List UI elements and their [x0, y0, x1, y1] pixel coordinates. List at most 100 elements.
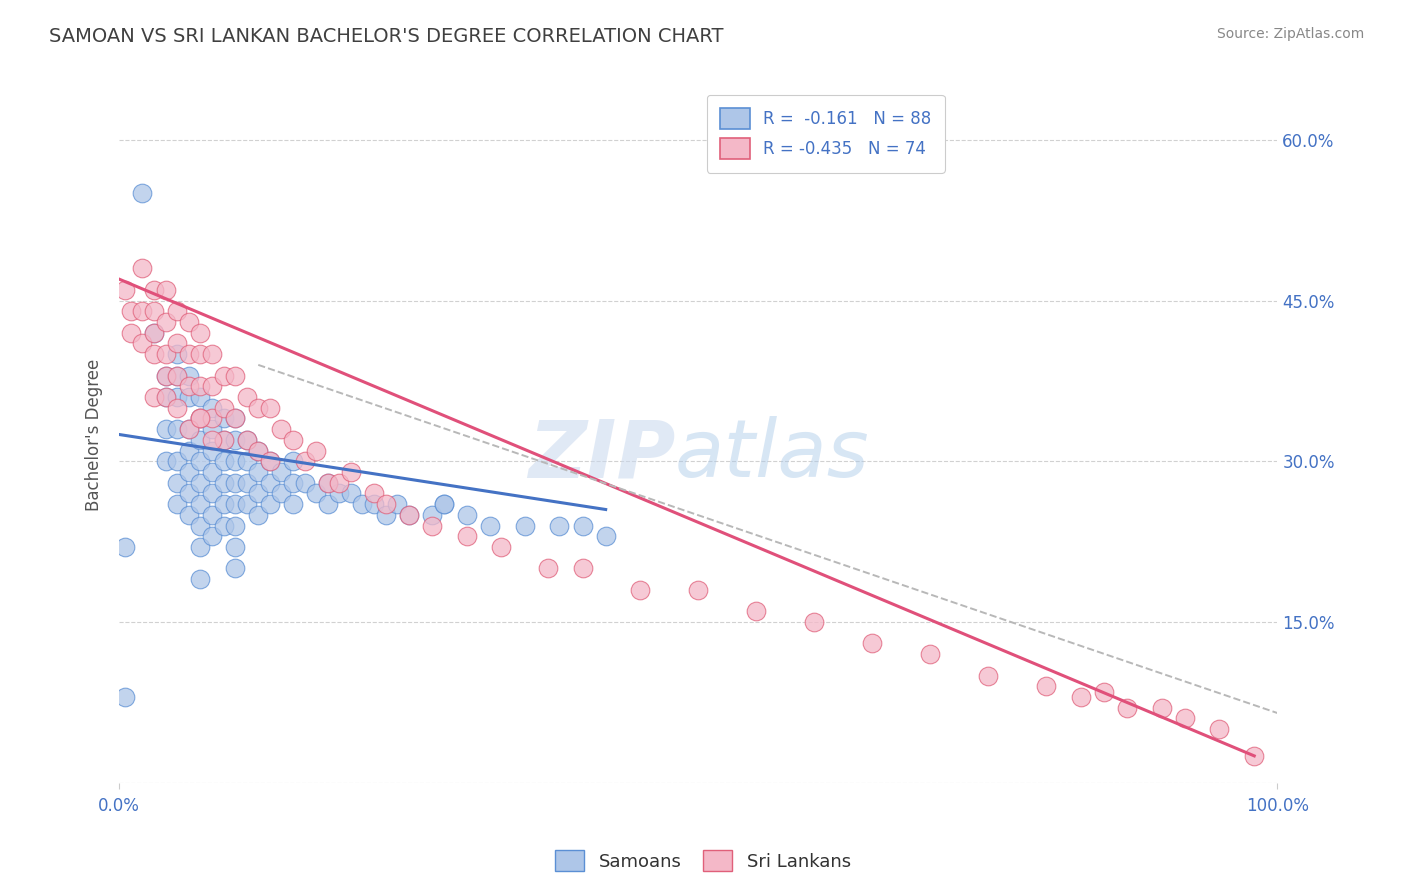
Point — [155, 390, 177, 404]
Point — [1150, 700, 1173, 714]
Point — [155, 368, 177, 383]
Point — [120, 326, 142, 340]
Point — [235, 497, 257, 511]
Point — [224, 497, 246, 511]
Point — [374, 508, 396, 522]
Point — [177, 422, 200, 436]
Point — [352, 497, 374, 511]
Point — [595, 529, 617, 543]
Point — [188, 433, 211, 447]
Point — [456, 508, 478, 522]
Point — [155, 315, 177, 329]
Point — [212, 497, 235, 511]
Point — [188, 475, 211, 490]
Point — [166, 454, 188, 468]
Text: SAMOAN VS SRI LANKAN BACHELOR'S DEGREE CORRELATION CHART: SAMOAN VS SRI LANKAN BACHELOR'S DEGREE C… — [49, 27, 724, 45]
Point — [188, 497, 211, 511]
Point — [316, 497, 339, 511]
Point — [131, 186, 153, 201]
Point — [259, 454, 281, 468]
Point — [166, 368, 188, 383]
Point — [977, 668, 1000, 682]
Point — [387, 497, 409, 511]
Point — [247, 465, 270, 479]
Point — [224, 368, 246, 383]
Point — [270, 486, 292, 500]
Point — [247, 508, 270, 522]
Point — [363, 486, 385, 500]
Point — [188, 411, 211, 425]
Point — [259, 475, 281, 490]
Point — [235, 390, 257, 404]
Point — [328, 475, 350, 490]
Point — [188, 572, 211, 586]
Point — [1174, 711, 1197, 725]
Point — [166, 390, 188, 404]
Point — [1035, 679, 1057, 693]
Point — [143, 283, 166, 297]
Point — [177, 379, 200, 393]
Point — [177, 465, 200, 479]
Point — [177, 508, 200, 522]
Point — [224, 561, 246, 575]
Point — [177, 422, 200, 436]
Point — [235, 454, 257, 468]
Legend: R =  -0.161   N = 88, R = -0.435   N = 74: R = -0.161 N = 88, R = -0.435 N = 74 — [707, 95, 945, 172]
Point — [114, 283, 136, 297]
Point — [212, 433, 235, 447]
Point — [1092, 684, 1115, 698]
Text: atlas: atlas — [675, 417, 870, 494]
Point — [340, 465, 363, 479]
Point — [745, 604, 768, 618]
Point — [212, 368, 235, 383]
Point — [201, 422, 224, 436]
Point — [201, 347, 224, 361]
Point — [114, 690, 136, 704]
Point — [548, 518, 571, 533]
Legend: Samoans, Sri Lankans: Samoans, Sri Lankans — [548, 843, 858, 879]
Point — [143, 326, 166, 340]
Point — [155, 454, 177, 468]
Point — [166, 304, 188, 318]
Point — [212, 454, 235, 468]
Point — [281, 433, 304, 447]
Point — [166, 336, 188, 351]
Point — [294, 454, 316, 468]
Point — [224, 411, 246, 425]
Point — [1208, 722, 1230, 736]
Point — [212, 401, 235, 415]
Point — [224, 411, 246, 425]
Point — [224, 433, 246, 447]
Point — [247, 401, 270, 415]
Point — [143, 304, 166, 318]
Text: ZIP: ZIP — [527, 417, 675, 494]
Point — [212, 475, 235, 490]
Point — [259, 401, 281, 415]
Point — [155, 283, 177, 297]
Point — [328, 486, 350, 500]
Point — [201, 465, 224, 479]
Point — [201, 486, 224, 500]
Point — [177, 368, 200, 383]
Point — [235, 433, 257, 447]
Point — [177, 390, 200, 404]
Point — [363, 497, 385, 511]
Point — [247, 443, 270, 458]
Point — [688, 582, 710, 597]
Point — [224, 540, 246, 554]
Point — [155, 347, 177, 361]
Point — [305, 443, 328, 458]
Point — [143, 390, 166, 404]
Point — [201, 529, 224, 543]
Point — [1070, 690, 1092, 704]
Point — [188, 347, 211, 361]
Point — [270, 465, 292, 479]
Point — [131, 304, 153, 318]
Point — [1243, 748, 1265, 763]
Point — [155, 422, 177, 436]
Point — [432, 497, 454, 511]
Point — [456, 529, 478, 543]
Point — [177, 486, 200, 500]
Point — [224, 518, 246, 533]
Point — [188, 411, 211, 425]
